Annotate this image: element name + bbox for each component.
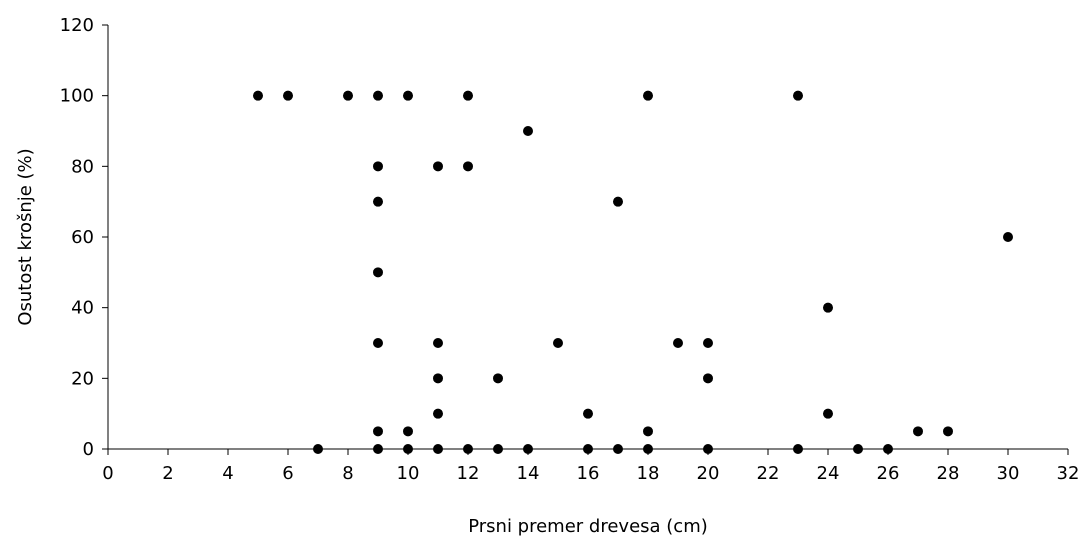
data-point: [703, 444, 713, 454]
data-point: [523, 126, 533, 136]
data-point: [463, 444, 473, 454]
data-point: [913, 426, 923, 437]
data-point: [823, 302, 833, 313]
x-tick-label: 4: [222, 463, 233, 484]
x-tick-label: 28: [937, 463, 960, 484]
data-point: [613, 444, 623, 454]
data-point: [703, 373, 713, 384]
data-point: [493, 373, 503, 384]
data-point: [553, 338, 563, 348]
data-point: [433, 444, 443, 454]
data-point: [373, 90, 383, 101]
data-point: [433, 373, 443, 384]
y-tick-label: 0: [83, 439, 94, 460]
x-tick-label: 24: [817, 463, 840, 484]
data-point: [823, 408, 833, 419]
x-tick-label: 22: [757, 463, 780, 484]
chart-points: [253, 90, 1013, 454]
data-point: [643, 426, 653, 437]
data-point: [793, 444, 803, 454]
data-point: [463, 90, 473, 101]
x-tick-label: 6: [282, 463, 293, 484]
y-tick-label: 60: [71, 227, 94, 248]
data-point: [313, 444, 323, 454]
x-tick-label: 14: [517, 463, 540, 484]
data-point: [433, 408, 443, 419]
data-point: [673, 338, 683, 348]
data-point: [343, 90, 353, 101]
x-tick-label: 18: [637, 463, 660, 484]
x-axis-title: Prsni premer drevesa (cm): [468, 516, 708, 537]
data-point: [253, 90, 263, 101]
x-tick-label: 8: [342, 463, 353, 484]
data-point: [373, 426, 383, 437]
data-point: [583, 408, 593, 419]
x-tick-label: 10: [397, 463, 420, 484]
y-axis-title: Osutost krošnje (%): [15, 148, 36, 325]
x-tick-label: 12: [457, 463, 480, 484]
data-point: [373, 338, 383, 348]
data-point: [283, 90, 293, 101]
data-point: [583, 444, 593, 454]
x-tick-label: 0: [102, 463, 113, 484]
x-tick-label: 32: [1057, 463, 1080, 484]
data-point: [373, 444, 383, 454]
data-point: [523, 444, 533, 454]
data-point: [613, 196, 623, 207]
data-point: [793, 90, 803, 101]
data-point: [403, 444, 413, 454]
data-point: [883, 444, 893, 454]
data-point: [463, 161, 473, 172]
y-tick-label: 80: [71, 156, 94, 177]
data-point: [1003, 232, 1013, 242]
data-point: [373, 161, 383, 172]
data-point: [643, 444, 653, 454]
y-tick-label: 20: [71, 368, 94, 389]
y-tick-label: 120: [60, 15, 94, 36]
data-point: [703, 338, 713, 348]
data-point: [643, 90, 653, 101]
data-point: [433, 338, 443, 348]
data-point: [373, 196, 383, 207]
x-tick-label: 2: [162, 463, 173, 484]
data-point: [403, 90, 413, 101]
data-point: [373, 267, 383, 278]
x-tick-label: 30: [997, 463, 1020, 484]
x-tick-label: 20: [697, 463, 720, 484]
data-point: [403, 426, 413, 437]
x-tick-label: 16: [577, 463, 600, 484]
data-point: [853, 444, 863, 454]
y-tick-label: 40: [71, 298, 94, 319]
data-point: [433, 161, 443, 172]
data-point: [493, 444, 503, 454]
data-point: [943, 426, 953, 437]
y-tick-label: 100: [60, 86, 94, 107]
x-tick-label: 26: [877, 463, 900, 484]
